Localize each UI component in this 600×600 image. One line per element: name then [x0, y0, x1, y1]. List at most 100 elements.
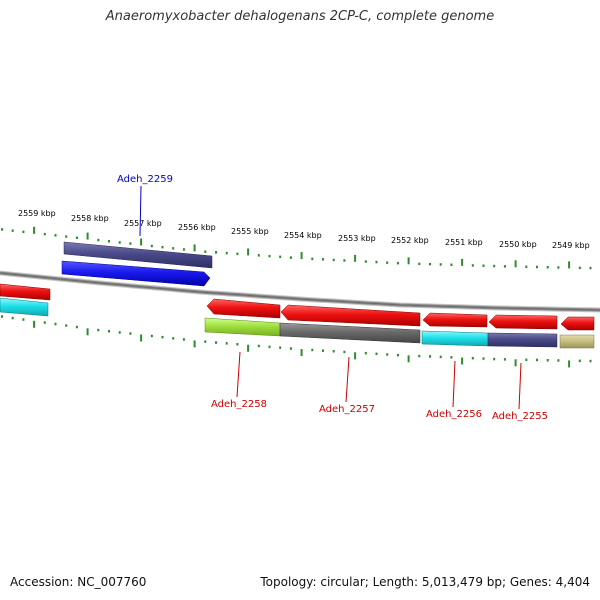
minor-tick: [118, 331, 121, 334]
minor-tick: [364, 351, 367, 355]
feature-left-cyan[interactable]: [0, 297, 49, 317]
minor-tick: [97, 238, 100, 242]
minor-tick: [182, 248, 185, 251]
leader-line-adeh-2259: [139, 185, 142, 237]
feature-adeh-2258-lime[interactable]: [204, 317, 281, 337]
minor-tick: [493, 264, 496, 268]
map-title: Anaeromyxobacter dehalogenans 2CP-C, com…: [105, 9, 495, 24]
gene-label-adeh-2258[interactable]: Adeh_2258: [211, 399, 267, 410]
scale-label: 2555 kbp: [231, 227, 269, 236]
minor-tick: [332, 350, 335, 353]
feature-adeh-2255-cds[interactable]: [488, 314, 558, 330]
scale-label: 2554 kbp: [284, 231, 322, 240]
minor-tick: [161, 245, 164, 249]
backbone-line: [0, 271, 600, 312]
minor-tick: [471, 264, 474, 267]
backbone-line: [0, 270, 600, 313]
minor-tick: [54, 234, 57, 237]
scale-labels: 2559 kbp 2558 kbp 2557 kbp 2556 kbp 2555…: [18, 209, 590, 250]
major-tick: [514, 359, 517, 367]
minor-tick: [546, 266, 549, 269]
minor-tick: [364, 260, 367, 263]
minor-tick: [375, 352, 378, 356]
minor-tick: [311, 348, 314, 352]
minor-tick: [343, 259, 346, 262]
major-tick: [300, 349, 303, 357]
minor-tick: [236, 343, 239, 346]
minor-tick: [396, 261, 399, 265]
scale-label: 2553 kbp: [338, 234, 376, 243]
minor-tick: [54, 322, 57, 326]
genome-summary-text: Topology: circular; Length: 5,013,479 bp…: [260, 575, 590, 589]
feature-adeh-2256-cds[interactable]: [422, 312, 488, 328]
minor-tick: [589, 266, 592, 270]
scale-label: 2558 kbp: [71, 214, 109, 223]
major-tick: [86, 232, 89, 240]
major-tick: [514, 260, 517, 268]
feature-adeh-2257-gray[interactable]: [279, 322, 421, 344]
scale-label: 2557 kbp: [124, 219, 162, 228]
gene-label-adeh-2255[interactable]: Adeh_2255: [492, 411, 548, 422]
feature-adeh-2256-cyan[interactable]: [421, 330, 489, 347]
feature-right-edge-cds[interactable]: [560, 316, 595, 331]
minor-tick: [386, 261, 389, 264]
minor-tick: [279, 255, 282, 259]
minor-tick: [343, 350, 346, 354]
leader-line-adeh-2255: [518, 362, 522, 410]
minor-tick: [150, 334, 153, 338]
scale-label: 2559 kbp: [18, 209, 56, 218]
scale-label: 2549 kbp: [552, 241, 590, 250]
gene-label-adeh-2259[interactable]: Adeh_2259: [117, 174, 173, 185]
minor-tick: [268, 345, 271, 349]
minor-tick: [429, 355, 431, 358]
minor-tick: [129, 332, 132, 335]
minor-tick: [439, 263, 442, 266]
minor-tick: [322, 258, 324, 261]
major-tick: [354, 254, 357, 262]
minor-tick: [525, 358, 528, 361]
feature-left-red[interactable]: [0, 283, 51, 301]
minor-tick: [236, 252, 239, 256]
minor-tick: [439, 355, 442, 359]
minor-tick: [450, 356, 453, 359]
scale-label: 2550 kbp: [499, 240, 537, 249]
gene-label-adeh-2257[interactable]: Adeh_2257: [319, 404, 375, 415]
minor-tick: [471, 356, 474, 360]
minor-tick: [450, 263, 453, 266]
minor-tick: [257, 344, 260, 348]
feature-right-edge-khaki[interactable]: [559, 334, 595, 349]
minor-tick: [322, 349, 324, 352]
minor-tick: [97, 328, 100, 332]
feature-adeh-2257-cds[interactable]: [280, 304, 421, 327]
minor-tick: [311, 257, 314, 261]
backbone-line: [0, 272, 600, 311]
scale-label: 2551 kbp: [445, 238, 483, 247]
feature-adeh-2255-slate[interactable]: [487, 332, 558, 348]
minor-tick: [22, 230, 25, 234]
scale-ticks-outer: [1, 226, 592, 270]
minor-tick: [386, 353, 389, 356]
scale-label: 2556 kbp: [178, 223, 216, 232]
minor-tick: [108, 240, 110, 243]
accession-text: Accession: NC_007760: [10, 575, 147, 589]
major-tick: [568, 261, 571, 269]
minor-tick: [418, 262, 421, 266]
minor-tick: [150, 244, 153, 248]
minor-tick: [578, 266, 581, 270]
minor-tick: [289, 347, 292, 350]
major-tick: [568, 360, 571, 368]
minor-tick: [129, 242, 132, 245]
major-tick: [407, 355, 410, 363]
feature-adeh-2259-cds[interactable]: [61, 260, 211, 287]
minor-tick: [396, 353, 399, 357]
feature-adeh-2259-slate[interactable]: [63, 241, 213, 269]
gene-label-adeh-2256[interactable]: Adeh_2256: [426, 409, 482, 420]
feature-adeh-2258-cds[interactable]: [206, 298, 281, 319]
minor-tick: [182, 338, 185, 341]
minor-tick: [279, 346, 282, 349]
minor-tick: [161, 335, 164, 339]
major-tick: [33, 320, 36, 328]
minor-tick: [172, 247, 175, 250]
minor-tick: [65, 324, 68, 327]
